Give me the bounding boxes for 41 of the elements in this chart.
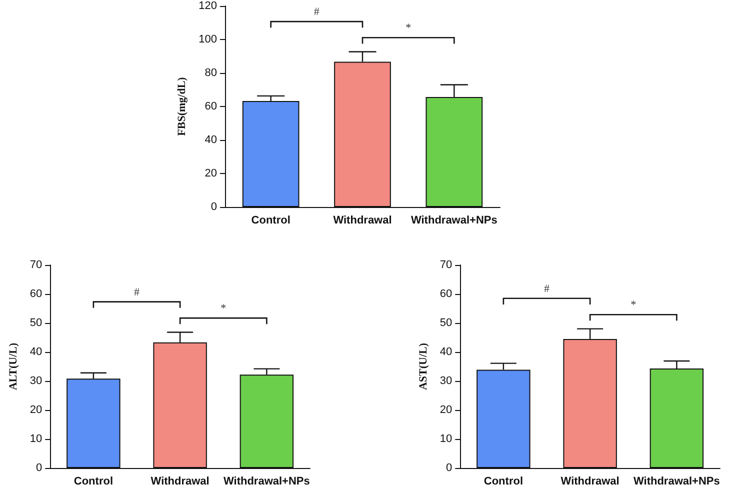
y-tick-label: 20 (30, 404, 42, 416)
annotation: # (134, 286, 140, 298)
annotation: * (630, 299, 636, 312)
y-tick-label: 40 (440, 346, 452, 358)
y-tick-label: 0 (446, 462, 452, 474)
y-tick-label: 70 (440, 259, 452, 271)
y-tick-label: 0 (36, 462, 42, 474)
y-tick-label: 120 (198, 0, 217, 12)
annotation: # (544, 282, 550, 295)
x-tick-label: Withdrawal+NPs (633, 476, 720, 488)
annotation: # (314, 6, 320, 18)
y-axis-title: AST(U/L) (418, 342, 430, 390)
x-tick-label: Control (484, 476, 523, 488)
annotation: * (220, 302, 226, 315)
y-axis-title: ALT(U/L) (8, 342, 20, 390)
y-tick-label: 50 (440, 317, 452, 329)
x-tick-label: Withdrawal (150, 476, 210, 488)
y-tick-label: 20 (204, 168, 217, 180)
x-tick-label: Withdrawal (333, 214, 392, 226)
y-tick-label: 80 (204, 67, 217, 79)
y-tick-label: 40 (30, 346, 42, 358)
y-tick-label: 20 (440, 404, 452, 416)
y-tick-label: 70 (30, 259, 42, 271)
y-tick-label: 50 (30, 317, 42, 329)
y-tick-label: 60 (204, 100, 217, 112)
y-tick-label: 10 (440, 433, 452, 445)
y-tick-label: 100 (198, 34, 217, 46)
y-axis-title: FBS(mg/dL) (176, 76, 188, 136)
x-tick-label: Control (251, 214, 290, 226)
x-tick-label: Withdrawal (560, 476, 620, 488)
y-tick-label: 10 (30, 433, 42, 445)
annotation: * (406, 22, 412, 34)
y-tick-label: 60 (440, 288, 452, 300)
y-tick-label: 30 (30, 375, 42, 387)
y-tick-label: 60 (30, 288, 42, 300)
x-tick-label: Withdrawal+NPs (223, 476, 310, 488)
y-tick-label: 0 (210, 201, 217, 213)
x-tick-label: Control (74, 476, 113, 488)
x-tick-label: Withdrawal+NPs (410, 214, 498, 226)
y-tick-label: 40 (204, 134, 217, 146)
y-tick-label: 30 (440, 375, 452, 387)
